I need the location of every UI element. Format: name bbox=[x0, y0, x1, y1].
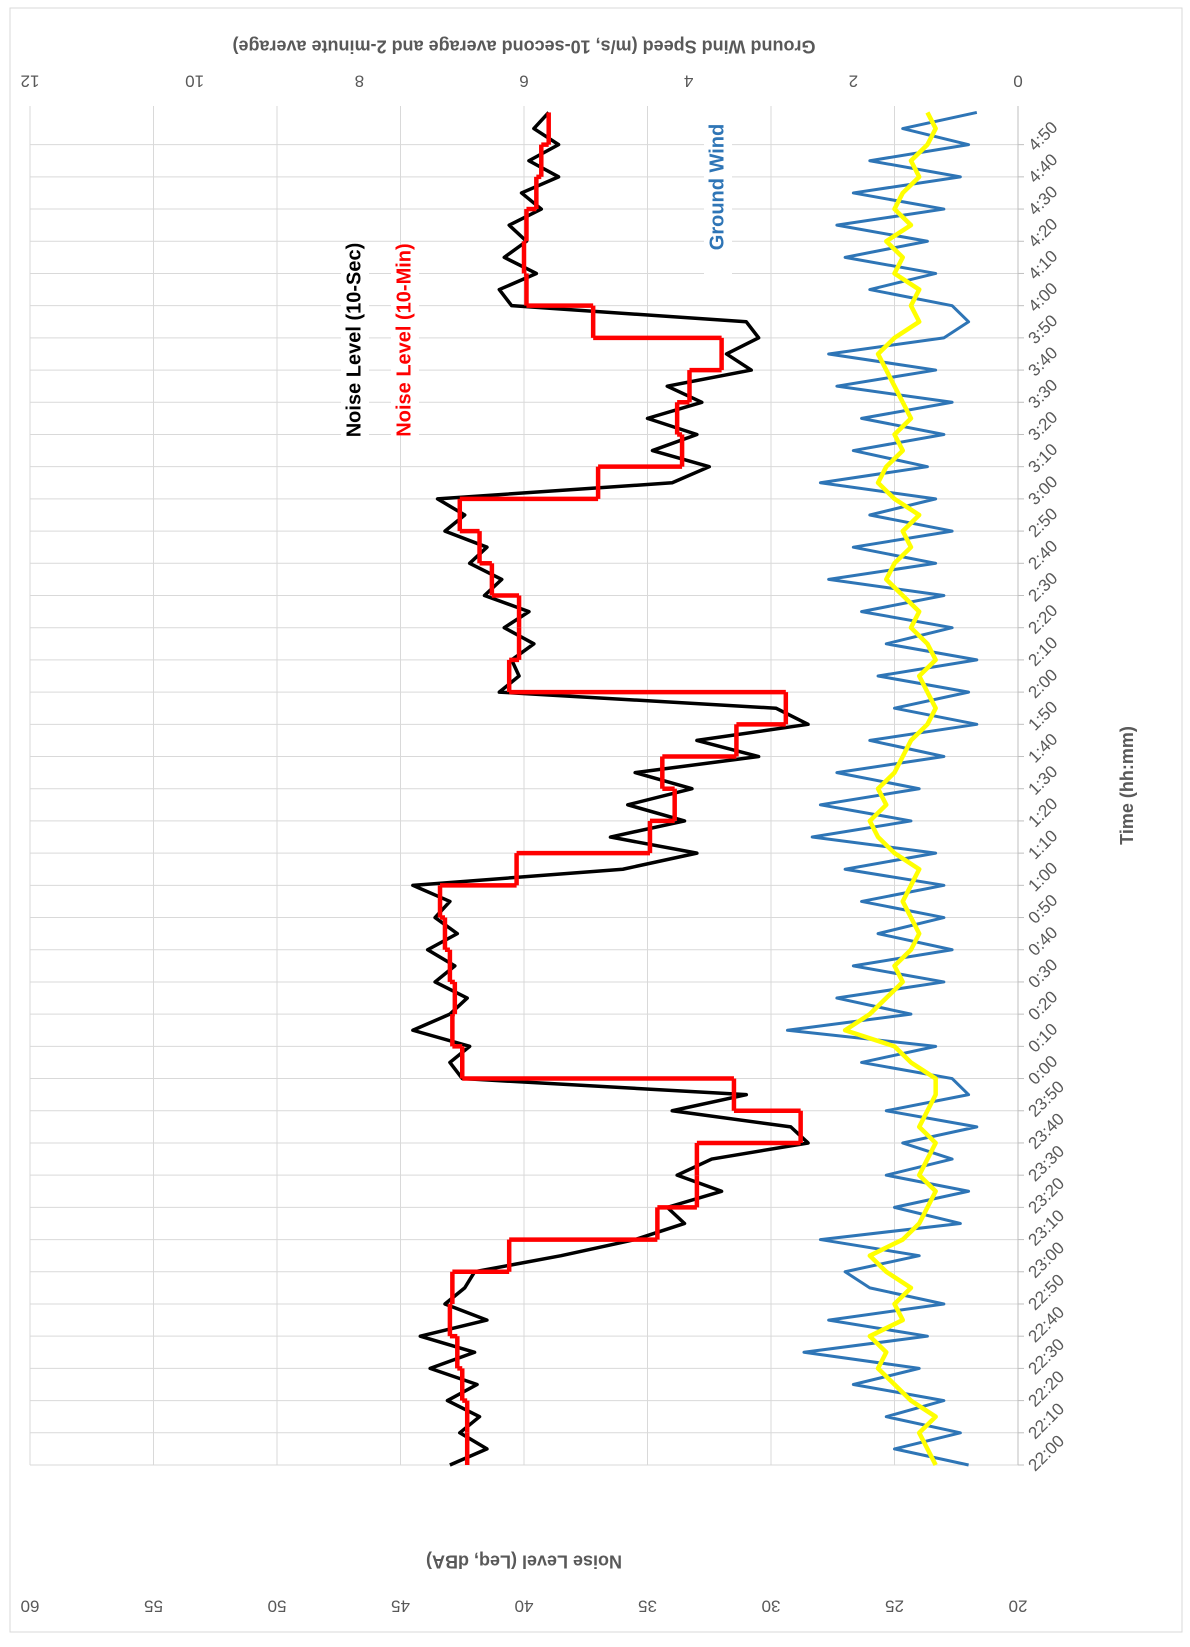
y-tick-label: 25 bbox=[885, 1597, 904, 1616]
legend-label: Noise Level (10-Min) bbox=[393, 243, 415, 436]
y2-axis-title: Ground Wind Speed (m/s, 10-second averag… bbox=[233, 36, 816, 56]
y-tick-label: 55 bbox=[144, 1597, 163, 1616]
y-tick-label: 35 bbox=[638, 1597, 657, 1616]
series-line bbox=[785, 110, 979, 1467]
y-tick-label: 20 bbox=[1009, 1597, 1028, 1616]
legend-bg bbox=[341, 245, 369, 435]
y2-tick-label: 2 bbox=[849, 72, 858, 91]
rotated-chart: 20253035404550556002468101222:0022:1022:… bbox=[21, 36, 1137, 1615]
y2-tick-label: 6 bbox=[519, 72, 528, 91]
y-axis-title: Noise Level (Leq, dBA) bbox=[426, 1551, 622, 1571]
legend-label: Ground Wind bbox=[706, 124, 728, 250]
y-tick-label: 45 bbox=[391, 1597, 410, 1616]
y-tick-label: 40 bbox=[515, 1597, 534, 1616]
chart-frame bbox=[9, 7, 1183, 1633]
y-tick-label: 60 bbox=[21, 1597, 40, 1616]
y2-tick-label: 10 bbox=[185, 72, 204, 91]
series-line bbox=[842, 111, 938, 1467]
legend-bg bbox=[704, 92, 732, 282]
y2-tick-label: 8 bbox=[355, 72, 364, 91]
y2-tick-label: 4 bbox=[684, 72, 693, 91]
y2-tick-label: 12 bbox=[21, 72, 40, 91]
legend-bg bbox=[391, 245, 419, 435]
legend-label: Noise Level (10-Sec) bbox=[343, 243, 365, 438]
y-tick-label: 30 bbox=[762, 1597, 781, 1616]
y2-tick-label: 0 bbox=[1013, 72, 1022, 91]
x-axis-title: Time (hh:mm) bbox=[1117, 726, 1137, 845]
y-tick-label: 50 bbox=[268, 1597, 287, 1616]
